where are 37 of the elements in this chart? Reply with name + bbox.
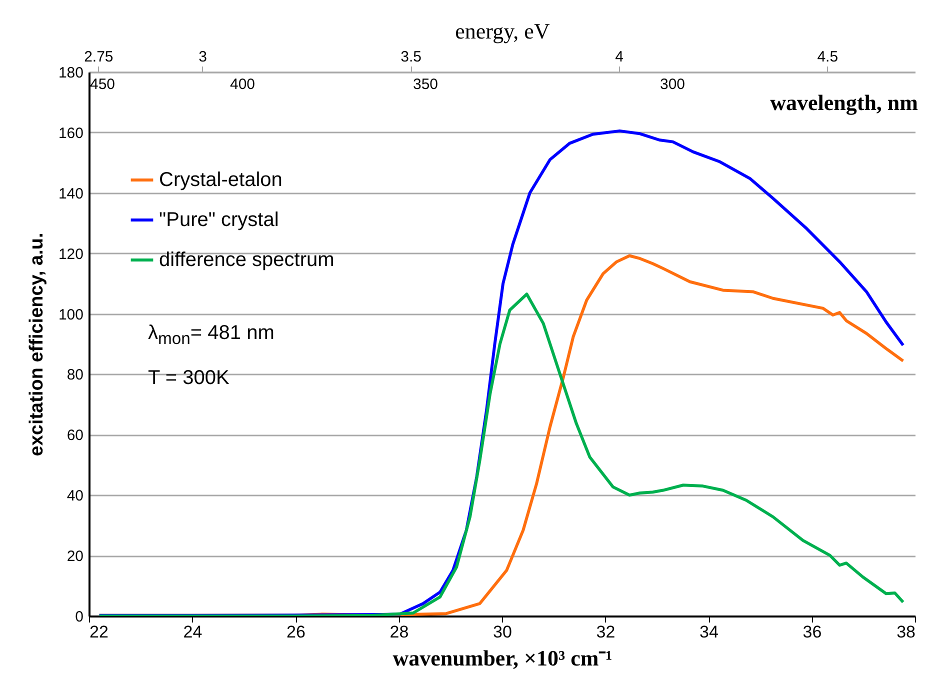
x-tick-label: 34 — [700, 622, 718, 642]
x2-tick-label: 4.5 — [817, 48, 838, 66]
x-tick-label: 26 — [286, 622, 306, 642]
y-tick-label: 180 — [58, 64, 84, 82]
annotation: wavelength, nm — [770, 90, 918, 116]
y-axis-title: excitation efficiency, a.u. — [26, 232, 48, 456]
y-tick-label: 140 — [58, 185, 84, 202]
x2-tick-label: 3 — [198, 48, 207, 66]
annotation: T = 300K — [148, 367, 230, 390]
x-axis-title: wavenumber, ×10³ cm⁻¹ — [392, 646, 612, 670]
x2-axis-title: energy, eV — [455, 18, 550, 44]
x-tick-label: 22 — [90, 622, 108, 642]
x-tick-label: 38 — [896, 622, 916, 642]
legend-label: Crystal-etalon — [159, 169, 282, 191]
annotation: 300 — [660, 76, 686, 93]
y-tick-label: 160 — [58, 124, 84, 142]
x-tick-label: 24 — [183, 622, 202, 642]
y-tick-label: 100 — [58, 306, 84, 324]
x-tick-label: 32 — [596, 622, 616, 642]
y-tick-label: 120 — [58, 246, 84, 263]
x-tick-label: 36 — [802, 622, 822, 642]
y-tick-label: 0 — [75, 608, 84, 626]
x2-tick-label: 2.75 — [84, 48, 114, 66]
x2-tick-label: 4 — [615, 48, 624, 66]
x-tick-label: 30 — [493, 622, 512, 642]
legend-label: difference spectrum — [159, 249, 334, 271]
x2-tick-label: 3.5 — [400, 48, 422, 66]
annotation: λ$_{mon}$= 481 nm — [148, 322, 274, 349]
y-tick-label: 80 — [66, 366, 84, 384]
y-tick-label: 40 — [66, 488, 84, 505]
y-tick-label: 20 — [66, 548, 84, 566]
y-tick-label: 60 — [66, 427, 84, 444]
annotation: 450 — [90, 76, 116, 93]
x-tick-label: 28 — [390, 622, 409, 642]
annotation: 350 — [413, 76, 438, 93]
annotation: 400 — [230, 76, 256, 93]
legend-label: "Pure" crystal — [159, 209, 279, 231]
